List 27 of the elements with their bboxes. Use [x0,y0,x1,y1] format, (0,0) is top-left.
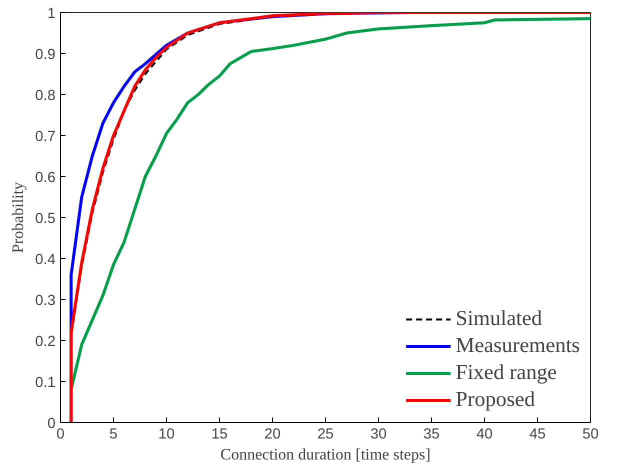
x-tick-label: 40 [476,426,493,442]
legend-label: Fixed range [456,360,557,385]
y-tick-label: 0 [47,416,56,432]
x-tick-label: 35 [423,426,440,442]
legend-label: Proposed [456,387,535,412]
y-tick-label: 0.1 [35,375,56,391]
x-tick-label: 50 [582,426,599,442]
y-tick-label: 0.4 [35,252,56,268]
y-tick-label: 0.9 [35,47,56,63]
y-tick-label: 0.7 [35,129,56,145]
y-tick-label: 0.2 [35,334,56,350]
x-tick-label: 30 [370,426,387,442]
y-axis-title: Probability [10,182,28,254]
legend-label: Measurements [456,333,580,358]
x-tick-label: 45 [529,426,546,442]
y-tick-label: 0.8 [35,88,56,104]
x-tick-label: 5 [109,426,118,442]
x-tick-label: 10 [158,426,175,442]
x-tick-label: 20 [264,426,281,442]
y-tick-label: 1 [47,6,56,22]
y-tick-label: 0.5 [35,211,56,227]
y-tick-label: 0.3 [35,293,56,309]
y-tick-label: 0.6 [35,170,56,186]
x-tick-label: 25 [317,426,334,442]
x-tick-label: 15 [211,426,228,442]
legend-label: Simulated [456,306,542,331]
x-axis-title: Connection duration [time steps] [220,446,431,464]
